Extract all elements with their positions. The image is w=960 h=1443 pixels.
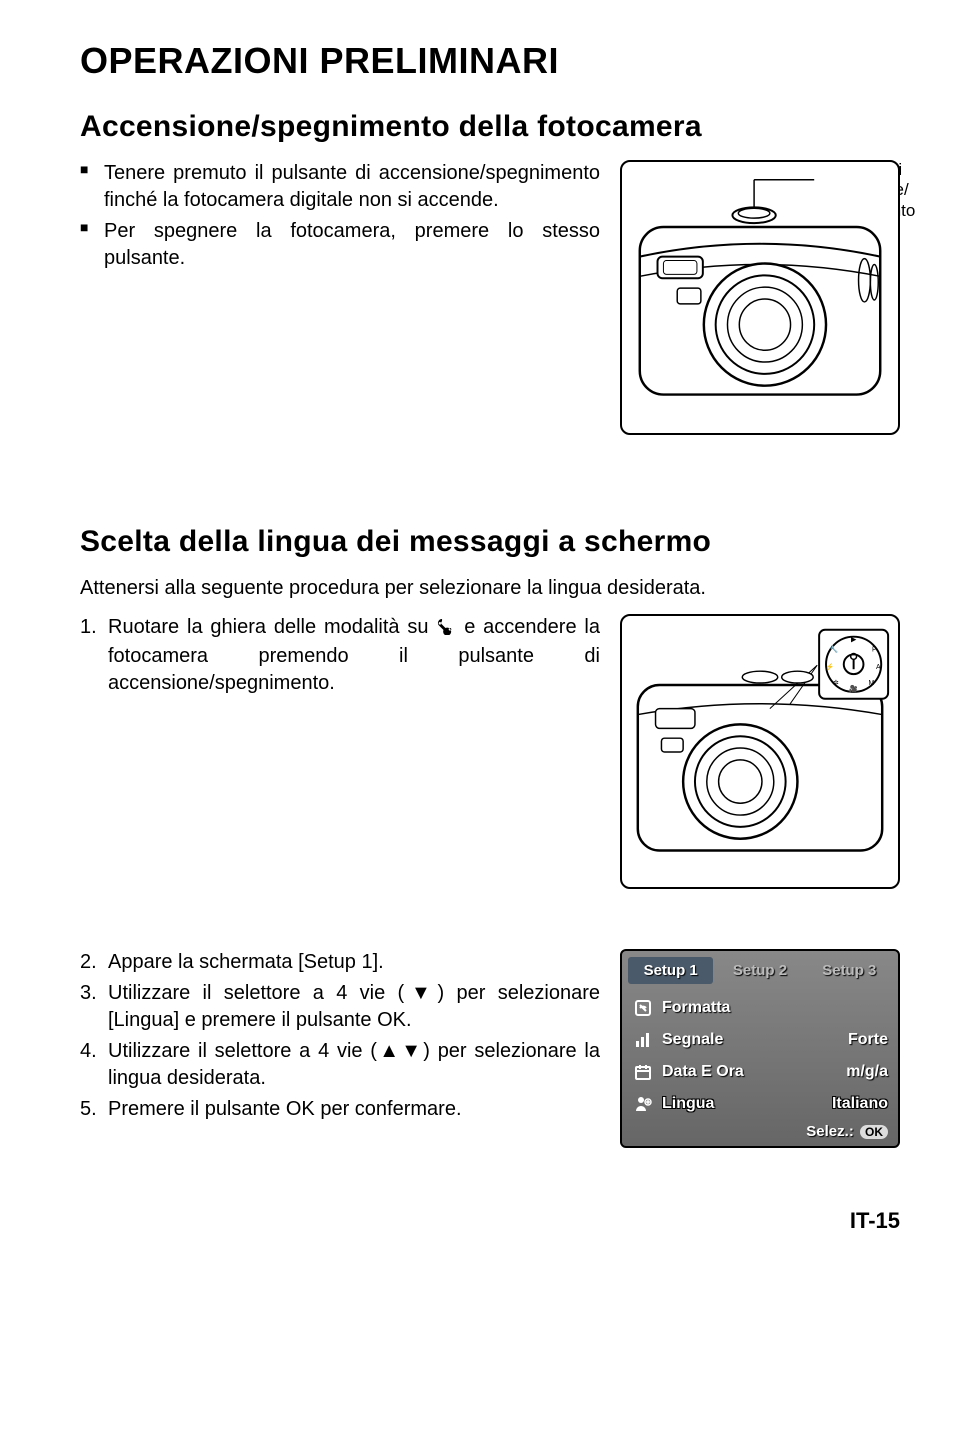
menu-row-formatta[interactable]: Formatta <box>628 992 892 1024</box>
tab-setup3[interactable]: Setup 3 <box>807 957 892 984</box>
menu-value-lingua: Italiano <box>832 1095 888 1113</box>
step-5: Premere il pulsante OK per confermare. <box>80 1096 600 1123</box>
menu-label-data: Data E Ora <box>662 1063 838 1081</box>
tab-setup2[interactable]: Setup 2 <box>717 957 802 984</box>
person-icon <box>632 1093 654 1115</box>
menu-label-formatta: Formatta <box>662 999 880 1017</box>
svg-text:🎥: 🎥 <box>849 684 858 693</box>
menu-value-segnale: Forte <box>848 1031 888 1049</box>
svg-text:M: M <box>868 680 874 687</box>
svg-text:⚡: ⚡ <box>826 662 835 671</box>
page-footer: IT-15 <box>80 1208 900 1234</box>
step3-pre: Utilizzare il selettore a 4 vie ( <box>108 982 404 1004</box>
step-2: Appare la schermata [Setup 1]. <box>80 949 600 976</box>
updown-arrow-icon: ▲▼ <box>377 1040 423 1062</box>
section2-intro: Attenersi alla seguente procedura per se… <box>80 575 900 602</box>
svg-text:✲: ✲ <box>833 679 839 687</box>
ok-label-2: OK <box>286 1096 315 1123</box>
section1-bullet-1: Tenere premuto il pulsante di accensione… <box>80 160 600 214</box>
page-title: OPERAZIONI PRELIMINARI <box>80 40 900 82</box>
step4-pre: Utilizzare il selettore a 4 vie ( <box>108 1040 377 1062</box>
menu-footer-ok: OK <box>860 1125 888 1139</box>
step-1: Ruotare la ghiera delle modalità su e ac… <box>80 614 600 697</box>
signal-icon <box>632 1029 654 1051</box>
menu-row-segnale[interactable]: Segnale Forte <box>628 1024 892 1056</box>
menu-tabs: Setup 1 Setup 2 Setup 3 <box>628 957 892 984</box>
step5-pre: Premere il pulsante <box>108 1098 286 1120</box>
menu-footer: Selez.: OK <box>628 1120 892 1140</box>
setup-menu: Setup 1 Setup 2 Setup 3 Formatta Segnale… <box>620 949 900 1148</box>
section1-heading: Accensione/spegnimento della fotocamera <box>80 110 900 144</box>
format-icon <box>632 997 654 1019</box>
down-arrow-icon: ▼ <box>404 982 437 1004</box>
menu-label-lingua: Lingua <box>662 1095 824 1113</box>
figure-camera-top <box>620 160 900 435</box>
wrench-icon <box>436 616 456 643</box>
ok-label-1: OK <box>377 1007 406 1034</box>
calendar-icon <box>632 1061 654 1083</box>
tab-setup1[interactable]: Setup 1 <box>628 957 713 984</box>
section2-heading: Scelta della lingua dei messaggi a scher… <box>80 525 900 559</box>
menu-footer-label: Selez.: <box>806 1123 854 1140</box>
step3-end: . <box>406 1009 412 1031</box>
svg-text:▶: ▶ <box>851 637 857 644</box>
section1-bullet-2: Per spegnere la fotocamera, premere lo s… <box>80 218 600 272</box>
menu-row-lingua[interactable]: Lingua Italiano <box>628 1088 892 1120</box>
menu-label-segnale: Segnale <box>662 1031 840 1049</box>
menu-value-data: m/g/a <box>846 1063 888 1081</box>
figure-camera-back: ▶ P A M 🎥 ✲ ⚡ 🔧 <box>620 614 900 889</box>
svg-text:🔧: 🔧 <box>830 644 839 653</box>
step-4: Utilizzare il selettore a 4 vie (▲▼) per… <box>80 1038 600 1092</box>
step5-post: per confermare. <box>315 1098 462 1120</box>
svg-text:A: A <box>876 664 881 671</box>
step1-text-pre: Ruotare la ghiera delle modalità su <box>108 616 436 638</box>
step-3: Utilizzare il selettore a 4 vie (▼) per … <box>80 980 600 1034</box>
svg-text:P: P <box>872 646 877 653</box>
menu-row-data[interactable]: Data E Ora m/g/a <box>628 1056 892 1088</box>
